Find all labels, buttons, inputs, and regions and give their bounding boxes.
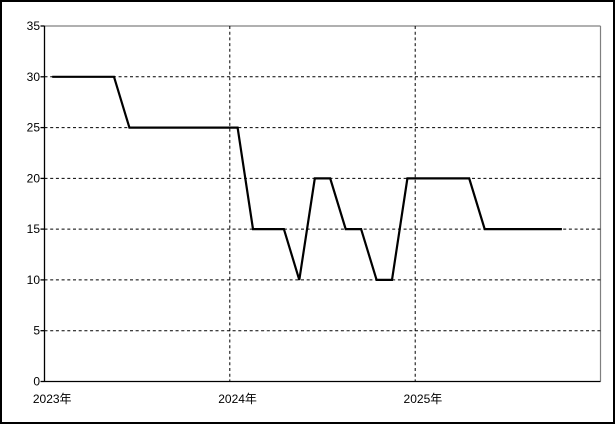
y-axis-label-25: 25 — [27, 121, 41, 135]
y-axis-label-5: 5 — [33, 324, 40, 338]
y-axis-label-35: 35 — [27, 19, 41, 33]
x-axis-label-0: 2023年 — [33, 392, 72, 406]
x-axis-label-1: 2024年 — [218, 392, 257, 406]
y-axis-label-0: 0 — [33, 375, 40, 389]
series-line — [52, 75, 562, 281]
x-axis-label-2: 2025年 — [404, 392, 443, 406]
y-axis-label-20: 20 — [27, 171, 41, 185]
y-axis-label-30: 30 — [27, 70, 41, 84]
y-axis-label-15: 15 — [27, 222, 41, 236]
y-axis-label-10: 10 — [27, 273, 41, 287]
